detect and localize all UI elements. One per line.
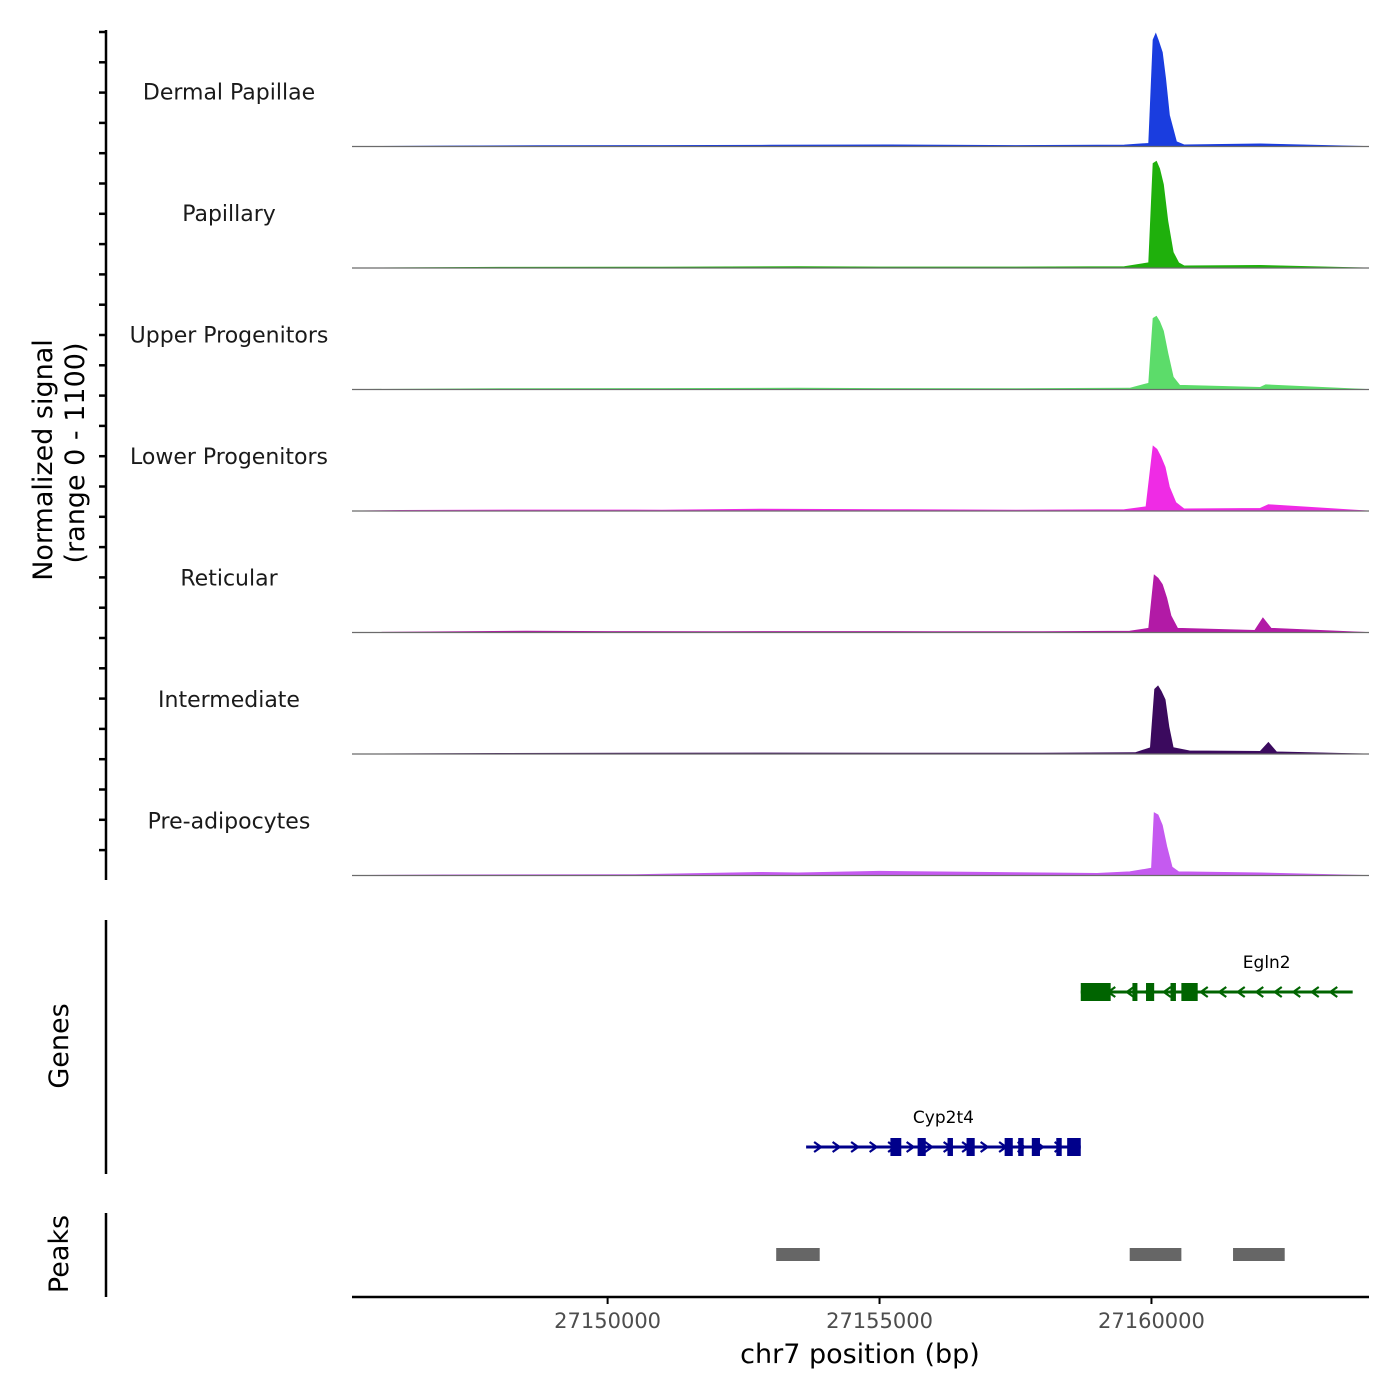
track-lower-progenitors: Lower Progenitors <box>130 445 1370 512</box>
track-intermediate: Intermediate <box>158 685 1370 755</box>
exon <box>1018 1138 1024 1156</box>
gene-egln2: Egln2 <box>1080 953 1353 1001</box>
strand-arrow <box>1124 986 1135 998</box>
exon <box>1067 1138 1081 1156</box>
strand-arrow <box>1309 986 1320 998</box>
exon <box>1170 983 1176 1001</box>
x-axis-title: chr7 position (bp) <box>740 1339 980 1370</box>
exon <box>1056 1138 1062 1156</box>
strand-arrow <box>924 1141 935 1153</box>
signal-area <box>351 685 1370 755</box>
exon <box>890 1138 902 1156</box>
x-tick-label: 27155000 <box>826 1309 933 1333</box>
exon <box>1080 983 1111 1001</box>
strand-arrow <box>813 1141 824 1153</box>
strand-arrow <box>979 1141 990 1153</box>
exon <box>947 1138 953 1156</box>
track-dermal-papillae: Dermal Papillae <box>143 32 1370 148</box>
signal-area <box>351 32 1370 147</box>
peak-regions <box>776 1248 1285 1261</box>
x-tick-label: 27160000 <box>1098 1309 1205 1333</box>
exon <box>917 1138 926 1156</box>
signal-y-axis-subtitle: (range 0 - 1100) <box>60 343 91 564</box>
exon <box>1146 983 1155 1001</box>
peak <box>776 1248 820 1261</box>
track-label: Upper Progenitors <box>130 324 329 349</box>
exon <box>1031 1138 1040 1156</box>
track-upper-progenitors: Upper Progenitors <box>130 315 1370 391</box>
x-tick-label: 27150000 <box>554 1309 661 1333</box>
track-reticular: Reticular <box>180 567 1370 634</box>
gene-label: Cyp2t4 <box>913 1108 974 1128</box>
track-label: Lower Progenitors <box>130 445 328 470</box>
signal-y-axis-title: Normalized signal <box>28 339 59 581</box>
gene-annotations: Egln2 Cyp2t4 <box>806 953 1353 1156</box>
signal-area <box>351 160 1370 269</box>
signal-area <box>351 812 1370 876</box>
exon <box>1132 983 1138 1001</box>
exon <box>966 1138 975 1156</box>
strand-arrow <box>1235 986 1246 998</box>
strand-arrow <box>831 1141 842 1153</box>
strand-arrow <box>1254 986 1264 998</box>
strand-arrow <box>1217 986 1227 998</box>
track-label: Intermediate <box>158 688 300 713</box>
track-pre-adipocytes: Pre-adipocytes <box>148 810 1370 877</box>
strand-arrow <box>850 1141 861 1153</box>
track-label: Dermal Papillae <box>143 81 315 106</box>
peak <box>1233 1248 1285 1261</box>
signal-area <box>351 574 1370 633</box>
gene-cyp2t4: Cyp2t4 <box>806 1108 1081 1156</box>
coverage-tracks: Dermal Papillae Papillary Upper Progenitor… <box>130 32 1370 877</box>
strand-arrow <box>1161 986 1172 998</box>
signal-area <box>351 315 1370 390</box>
genes-panel-title: Genes <box>44 1003 75 1088</box>
signal-area <box>351 445 1370 512</box>
strand-arrow <box>1291 986 1301 998</box>
peaks-panel-title: Peaks <box>44 1215 75 1293</box>
strand-arrow <box>1198 986 1209 998</box>
x-axis-ticks: 27150000 27155000 27160000 <box>554 1297 1205 1333</box>
exon <box>1004 1138 1013 1156</box>
strand-arrow <box>868 1141 879 1153</box>
track-papillary: Papillary <box>182 160 1370 269</box>
gene-label: Egln2 <box>1243 953 1291 973</box>
strand-arrow <box>905 1141 916 1153</box>
track-label: Papillary <box>182 202 276 227</box>
track-label: Pre-adipocytes <box>148 810 311 835</box>
exon <box>1181 983 1198 1001</box>
strand-arrow <box>1272 986 1283 998</box>
signal-y-ticks <box>99 30 106 852</box>
track-label: Reticular <box>180 567 278 592</box>
strand-arrow <box>1328 986 1338 998</box>
peak <box>1129 1248 1182 1261</box>
